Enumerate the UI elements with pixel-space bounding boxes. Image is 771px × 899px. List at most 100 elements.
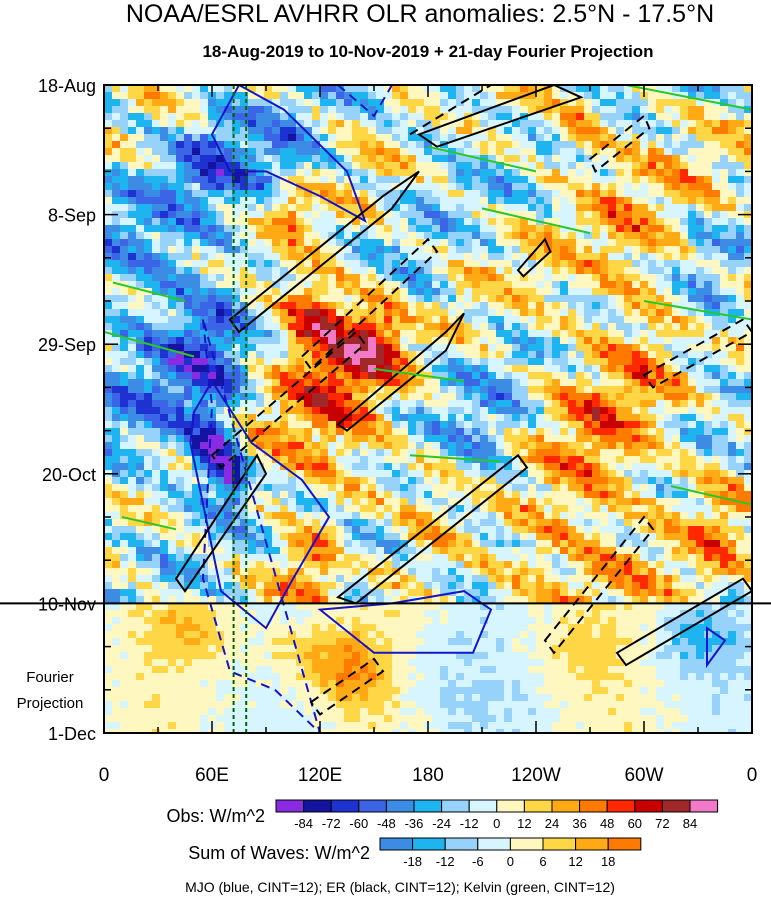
heatmap-cell bbox=[544, 470, 553, 478]
heatmap-cell bbox=[184, 85, 193, 93]
heatmap-cell bbox=[704, 463, 713, 471]
heatmap-cell bbox=[160, 148, 169, 156]
heatmap-cell bbox=[648, 400, 657, 408]
heatmap-cell bbox=[192, 183, 201, 191]
heatmap-cell bbox=[272, 358, 281, 366]
heatmap-cell bbox=[744, 239, 752, 247]
heatmap-cell bbox=[696, 463, 705, 471]
heatmap-cell bbox=[504, 267, 513, 275]
heatmap-cell bbox=[296, 246, 305, 254]
heatmap-cell bbox=[632, 393, 641, 401]
heatmap-cell bbox=[744, 484, 752, 492]
heatmap-cell bbox=[136, 197, 145, 205]
heatmap-cell bbox=[200, 358, 209, 366]
heatmap-cell bbox=[680, 379, 689, 387]
heatmap-cell bbox=[736, 463, 745, 471]
heatmap-cell bbox=[696, 211, 705, 219]
heatmap-cell bbox=[448, 379, 457, 387]
heatmap-cell bbox=[120, 456, 129, 464]
heatmap-cell bbox=[432, 379, 441, 387]
heatmap-cell bbox=[288, 365, 297, 373]
heatmap-cell bbox=[176, 106, 185, 114]
heatmap-cell bbox=[368, 421, 377, 429]
heatmap-cell bbox=[448, 183, 457, 191]
heatmap-cell bbox=[112, 267, 121, 275]
heatmap-cell bbox=[360, 267, 369, 275]
heatmap-cell bbox=[184, 120, 193, 128]
heatmap-cell bbox=[544, 477, 553, 485]
heatmap-cell bbox=[608, 260, 617, 268]
heatmap-cell bbox=[632, 155, 641, 163]
heatmap-cell bbox=[408, 239, 417, 247]
heatmap-cell bbox=[560, 204, 569, 212]
heatmap-cell bbox=[384, 176, 393, 184]
heatmap-cell bbox=[464, 323, 473, 331]
heatmap-cell bbox=[608, 428, 617, 436]
heatmap-cell bbox=[160, 141, 169, 149]
heatmap-cell bbox=[592, 421, 601, 429]
heatmap-cell bbox=[672, 204, 681, 212]
heatmap-cell bbox=[632, 491, 641, 499]
heatmap-cell bbox=[392, 484, 401, 492]
heatmap-cell bbox=[288, 477, 297, 485]
heatmap-cell bbox=[552, 225, 561, 233]
heatmap-cell bbox=[120, 351, 129, 359]
heatmap-cell bbox=[480, 407, 489, 415]
heatmap-cell bbox=[272, 141, 281, 149]
heatmap-cell bbox=[616, 274, 625, 282]
heatmap-cell bbox=[680, 463, 689, 471]
heatmap-cell bbox=[184, 260, 193, 268]
heatmap-cell bbox=[336, 379, 345, 387]
heatmap-cell bbox=[720, 442, 729, 450]
heatmap-cell bbox=[120, 470, 129, 478]
heatmap-cell bbox=[104, 337, 113, 345]
heatmap-cell bbox=[280, 232, 289, 240]
heatmap-cell bbox=[728, 386, 737, 394]
heatmap-cell bbox=[464, 211, 473, 219]
heatmap-cell bbox=[368, 134, 377, 142]
heatmap-cell bbox=[736, 428, 745, 436]
heatmap-cell bbox=[304, 239, 313, 247]
heatmap-cell bbox=[592, 169, 601, 177]
heatmap-cell bbox=[520, 365, 529, 373]
heatmap-cell bbox=[480, 449, 489, 457]
heatmap-cell bbox=[328, 316, 337, 324]
heatmap-cell bbox=[304, 379, 313, 387]
heatmap-cell bbox=[536, 204, 545, 212]
heatmap-cell bbox=[304, 386, 313, 394]
heatmap-cell bbox=[232, 491, 241, 499]
heatmap-cell bbox=[536, 267, 545, 275]
heatmap-cell bbox=[232, 155, 241, 163]
heatmap-cell bbox=[152, 148, 161, 156]
heatmap-cell bbox=[376, 463, 385, 471]
heatmap-cell bbox=[176, 442, 185, 450]
heatmap-cell bbox=[384, 344, 393, 352]
heatmap-cell bbox=[224, 120, 233, 128]
heatmap-cell bbox=[288, 190, 297, 198]
heatmap-cell bbox=[624, 456, 633, 464]
heatmap-cell bbox=[328, 267, 337, 275]
heatmap-cell bbox=[680, 288, 689, 296]
heatmap-cell bbox=[608, 449, 617, 457]
heatmap-cell bbox=[640, 239, 649, 247]
heatmap-cell bbox=[104, 120, 113, 128]
heatmap-cell bbox=[296, 351, 305, 359]
heatmap-cell bbox=[360, 127, 369, 135]
heatmap-cell bbox=[304, 127, 313, 135]
heatmap-cell bbox=[264, 365, 273, 373]
heatmap-cell bbox=[656, 358, 665, 366]
heatmap-cell bbox=[136, 176, 145, 184]
heatmap-cell bbox=[664, 400, 673, 408]
heatmap-cell bbox=[216, 281, 225, 289]
heatmap-cell bbox=[320, 197, 329, 205]
heatmap-cell bbox=[552, 386, 561, 394]
heatmap-cell bbox=[176, 155, 185, 163]
heatmap-cell bbox=[512, 386, 521, 394]
heatmap-cell bbox=[632, 351, 641, 359]
heatmap-cell bbox=[728, 274, 737, 282]
heatmap-cell bbox=[520, 358, 529, 366]
heatmap-cell bbox=[704, 141, 713, 149]
heatmap-cell bbox=[584, 442, 593, 450]
heatmap-cell bbox=[584, 421, 593, 429]
heatmap-cell bbox=[704, 113, 713, 121]
